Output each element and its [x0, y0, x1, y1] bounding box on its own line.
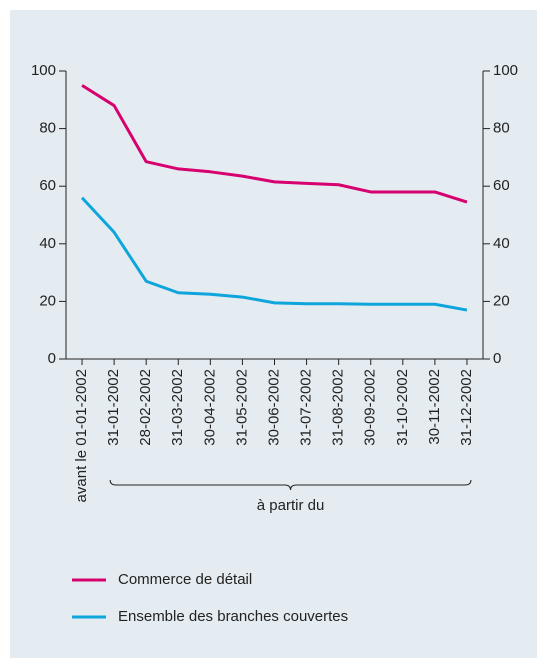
- y-tick-label: 80: [39, 120, 56, 137]
- y2-tick-label: 100: [493, 62, 518, 79]
- y-tick-label: 100: [31, 62, 56, 79]
- x-tick-label: 30-04-2002: [201, 369, 218, 446]
- y2-tick-label: 80: [493, 120, 510, 137]
- x-tick-label: 31-10-2002: [394, 369, 411, 446]
- y2-tick-label: 0: [493, 350, 501, 367]
- y-tick-label: 60: [39, 177, 56, 194]
- y2-tick-label: 40: [493, 235, 510, 252]
- y-tick-label: 0: [48, 350, 56, 367]
- x-tick-label: 30-06-2002: [265, 369, 282, 446]
- x-tick-label: 30-11-2002: [426, 369, 443, 445]
- x-tick-label: 31-01-2002: [105, 369, 122, 446]
- x-tick-label: 28-02-2002: [137, 369, 154, 446]
- x-tick-label: 31-05-2002: [233, 369, 250, 446]
- annotation: à partir du: [257, 497, 325, 514]
- x-tick-label: 31-07-2002: [298, 369, 315, 446]
- legend-label: Commerce de détail: [118, 571, 252, 588]
- x-tick-label: avant le 01-01-2002: [73, 369, 90, 502]
- x-tick-label: 30-09-2002: [362, 369, 379, 446]
- x-tick-label: 31-12-2002: [458, 369, 475, 446]
- y2-tick-label: 60: [493, 177, 510, 194]
- x-tick-label: 31-08-2002: [330, 369, 347, 446]
- y-tick-label: 20: [39, 292, 56, 309]
- legend-label: Ensemble des branches couvertes: [118, 608, 348, 625]
- plot: 0 20 40 60 80 100 0 20 40 60 80 100 avant le 01-01-2…: [31, 62, 518, 625]
- series-line: [81, 84, 468, 204]
- chart-panel: [10, 10, 537, 658]
- x-tick-label: 31-03-2002: [169, 369, 186, 446]
- y2-tick-label: 20: [493, 292, 510, 309]
- series-line: [80, 196, 468, 312]
- brace: [109, 479, 472, 491]
- y-tick-label: 40: [39, 235, 56, 252]
